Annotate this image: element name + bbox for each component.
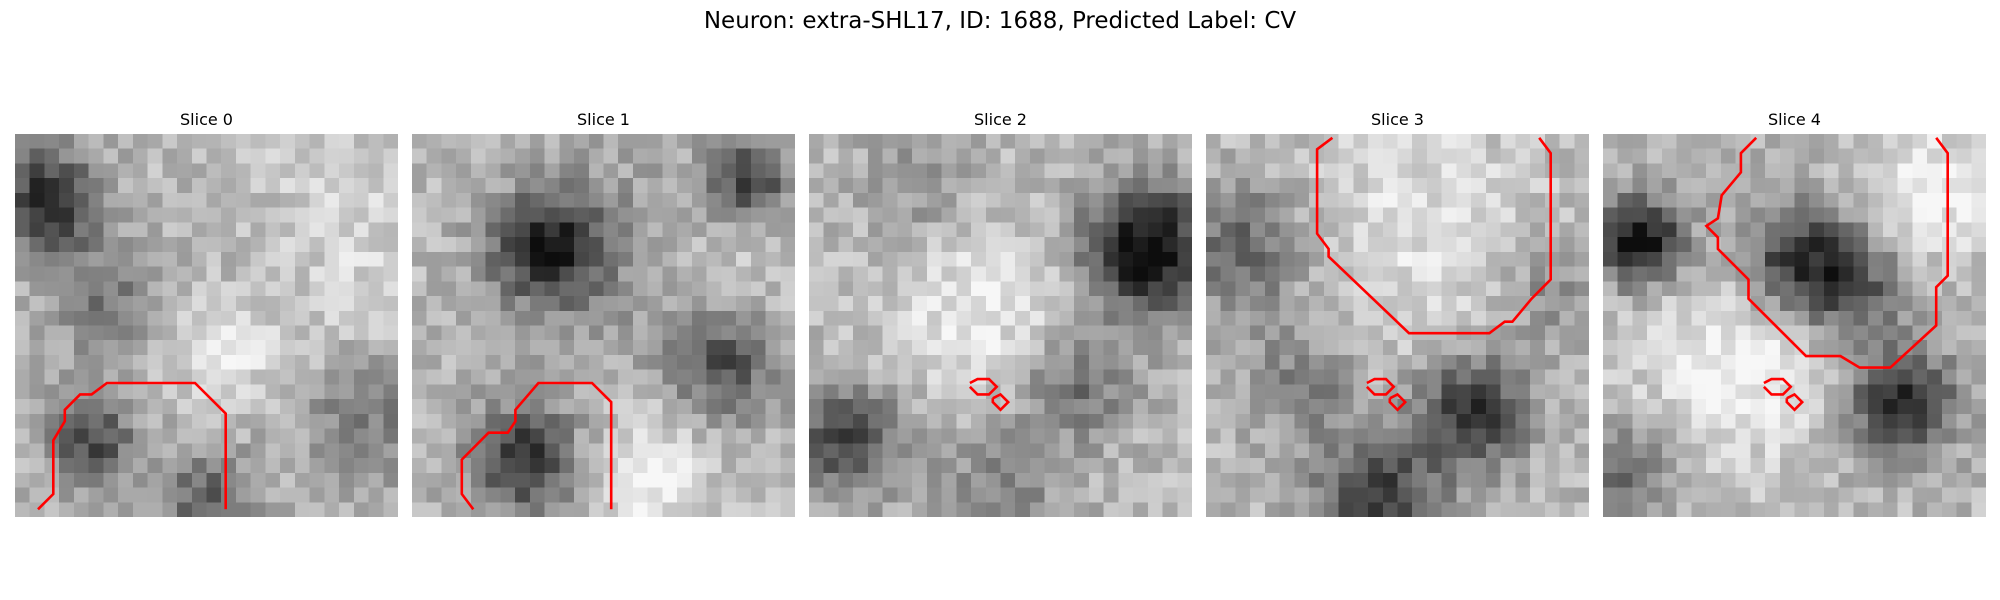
contour-0-0 bbox=[37, 381, 227, 511]
slice-image-0 bbox=[15, 134, 398, 517]
figure-title: Neuron: extra-SHL17, ID: 1688, Predicted… bbox=[703, 8, 1297, 34]
slice-title-0: Slice 0 bbox=[180, 110, 233, 129]
slice-title-2: Slice 2 bbox=[974, 110, 1027, 129]
contour-3-1 bbox=[1365, 377, 1396, 396]
slice-image-3 bbox=[1206, 134, 1589, 517]
contour-2-0 bbox=[968, 377, 999, 396]
contour-3-0 bbox=[1315, 136, 1553, 335]
contour-3-2 bbox=[1388, 392, 1408, 412]
slice-title-1: Slice 1 bbox=[577, 110, 630, 129]
slice-image-1 bbox=[412, 134, 795, 517]
contour-2-1 bbox=[991, 392, 1011, 412]
slice-image-4 bbox=[1603, 134, 1986, 517]
contour-4-0 bbox=[1704, 136, 1950, 369]
slice-title-4: Slice 4 bbox=[1768, 110, 1821, 129]
slice-image-2 bbox=[809, 134, 1192, 517]
contour-4-2 bbox=[1785, 392, 1805, 412]
contour-4-1 bbox=[1762, 377, 1793, 396]
slice-title-3: Slice 3 bbox=[1371, 110, 1424, 129]
contour-1-0 bbox=[460, 381, 613, 511]
